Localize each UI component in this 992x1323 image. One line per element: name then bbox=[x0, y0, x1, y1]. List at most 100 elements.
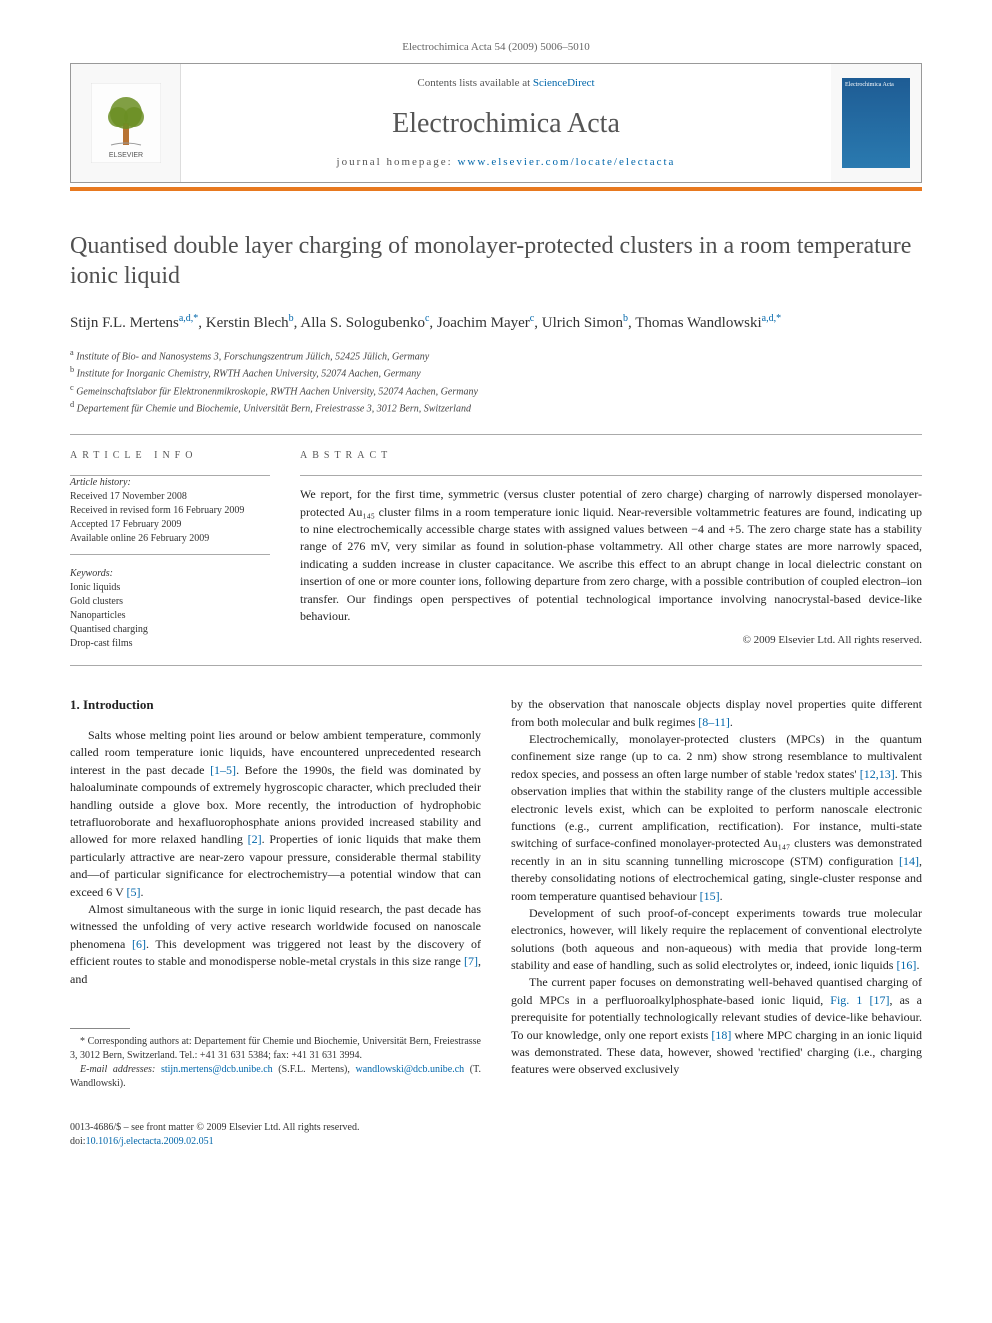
email-link[interactable]: wandlowski@dcb.unibe.ch bbox=[356, 1064, 465, 1075]
footnote-divider bbox=[70, 1028, 130, 1029]
author-affil: b bbox=[623, 313, 628, 324]
keyword: Quantised charging bbox=[70, 623, 270, 637]
keyword: Gold clusters bbox=[70, 595, 270, 609]
text: . bbox=[730, 715, 733, 729]
history-label: Article history: bbox=[70, 476, 270, 490]
affiliation-text: Gemeinschaftslabor für Elektronenmikrosk… bbox=[76, 386, 478, 397]
authors-list: Stijn F.L. Mertensa,d,*, Kerstin Blechb,… bbox=[70, 311, 922, 335]
divider bbox=[70, 434, 922, 435]
right-column: by the observation that nanoscale object… bbox=[511, 696, 922, 1091]
author: Ulrich Simon bbox=[542, 315, 623, 331]
ref-link[interactable]: [18] bbox=[711, 1028, 731, 1042]
ref-link[interactable]: [5] bbox=[127, 885, 141, 899]
text: . bbox=[141, 885, 144, 899]
ref-link[interactable]: [17] bbox=[869, 993, 889, 1007]
homepage-prefix: journal homepage: bbox=[337, 156, 458, 168]
keyword: Drop-cast films bbox=[70, 637, 270, 651]
info-abstract-row: ARTICLE INFO Article history: Received 1… bbox=[70, 449, 922, 651]
divider bbox=[300, 475, 922, 476]
affiliation: b Institute for Inorganic Chemistry, RWT… bbox=[70, 364, 922, 381]
author: Stijn F.L. Mertens bbox=[70, 315, 179, 331]
ref-link[interactable]: [14] bbox=[899, 854, 919, 868]
abstract-copyright: © 2009 Elsevier Ltd. All rights reserved… bbox=[300, 633, 922, 648]
doi-line: doi:10.1016/j.electacta.2009.02.051 bbox=[70, 1135, 922, 1149]
article-title: Quantised double layer charging of monol… bbox=[70, 231, 922, 291]
article-info-label: ARTICLE INFO bbox=[70, 449, 270, 463]
keyword: Ionic liquids bbox=[70, 581, 270, 595]
ref-link[interactable]: [12,13] bbox=[860, 767, 895, 781]
homepage-link[interactable]: www.elsevier.com/locate/electacta bbox=[457, 156, 675, 168]
affiliation-text: Institute of Bio- and Nanosystems 3, For… bbox=[76, 351, 429, 362]
paragraph: Development of such proof-of-concept exp… bbox=[511, 905, 922, 975]
keyword: Nanoparticles bbox=[70, 609, 270, 623]
header-citation: Electrochimica Acta 54 (2009) 5006–5010 bbox=[70, 40, 922, 55]
author-affil: b bbox=[289, 313, 294, 324]
keywords-label: Keywords: bbox=[70, 567, 270, 581]
text: Development of such proof-of-concept exp… bbox=[511, 906, 922, 972]
author-affil: c bbox=[425, 313, 429, 324]
author-corr: * bbox=[193, 313, 198, 324]
ref-link[interactable]: [6] bbox=[132, 937, 146, 951]
author: Joachim Mayer bbox=[437, 315, 530, 331]
email-footnote: E-mail addresses: stijn.mertens@dcb.unib… bbox=[70, 1063, 481, 1091]
author-affil: a,d, bbox=[762, 313, 776, 324]
article-info: ARTICLE INFO Article history: Received 1… bbox=[70, 449, 270, 651]
paragraph: Salts whose melting point lies around or… bbox=[70, 727, 481, 901]
text: . This observation implies that within t… bbox=[511, 767, 922, 868]
page-footer: 0013-4686/$ – see front matter © 2009 El… bbox=[70, 1121, 922, 1149]
corresponding-footnote: * Corresponding authors at: Departement … bbox=[70, 1035, 481, 1063]
text: . bbox=[916, 958, 919, 972]
ref-link[interactable]: [15] bbox=[700, 889, 720, 903]
author: Kerstin Blech bbox=[206, 315, 289, 331]
history-item: Available online 26 February 2009 bbox=[70, 532, 270, 546]
orange-divider bbox=[70, 187, 922, 191]
author-affil: c bbox=[530, 313, 534, 324]
ref-link[interactable]: [2] bbox=[248, 832, 262, 846]
svg-text:ELSEVIER: ELSEVIER bbox=[108, 152, 142, 159]
body-columns: 1. Introduction Salts whose melting poin… bbox=[70, 696, 922, 1091]
text: . bbox=[720, 889, 723, 903]
elsevier-logo-icon: ELSEVIER bbox=[91, 83, 161, 163]
paragraph: Electrochemically, monolayer-protected c… bbox=[511, 731, 922, 905]
divider bbox=[70, 554, 270, 555]
homepage-line: journal homepage: www.elsevier.com/locat… bbox=[337, 155, 676, 170]
author: Thomas Wandlowski bbox=[635, 315, 761, 331]
fig-link[interactable]: Fig. 1 bbox=[830, 993, 862, 1007]
contents-prefix: Contents lists available at bbox=[417, 77, 532, 89]
email-label: E-mail addresses: bbox=[80, 1064, 161, 1075]
affiliation: c Gemeinschaftslabor für Elektronenmikro… bbox=[70, 382, 922, 399]
sciencedirect-link[interactable]: ScienceDirect bbox=[533, 77, 595, 89]
history-item: Received 17 November 2008 bbox=[70, 490, 270, 504]
abstract: ABSTRACT We report, for the first time, … bbox=[300, 449, 922, 651]
divider bbox=[70, 665, 922, 666]
journal-cover-box: Electrochimica Acta bbox=[831, 64, 921, 182]
affiliation-text: Departement für Chemie und Biochemie, Un… bbox=[77, 403, 471, 414]
banner-center: Contents lists available at ScienceDirec… bbox=[181, 64, 831, 182]
history-item: Accepted 17 February 2009 bbox=[70, 518, 270, 532]
affiliation-text: Institute for Inorganic Chemistry, RWTH … bbox=[77, 369, 421, 380]
section-heading: 1. Introduction bbox=[70, 696, 481, 715]
ref-link[interactable]: [7] bbox=[464, 954, 478, 968]
affiliations: a Institute of Bio- and Nanosystems 3, F… bbox=[70, 347, 922, 416]
history-item: Received in revised form 16 February 200… bbox=[70, 504, 270, 518]
contents-line: Contents lists available at ScienceDirec… bbox=[417, 76, 594, 91]
author: Alla S. Sologubenko bbox=[300, 315, 425, 331]
author-affil: a,d, bbox=[179, 313, 193, 324]
paragraph: by the observation that nanoscale object… bbox=[511, 696, 922, 731]
doi-link[interactable]: 10.1016/j.electacta.2009.02.051 bbox=[86, 1136, 214, 1147]
paragraph: Almost simultaneous with the surge in io… bbox=[70, 901, 481, 988]
abstract-text: We report, for the first time, symmetric… bbox=[300, 486, 922, 625]
journal-banner: ELSEVIER Contents lists available at Sci… bbox=[70, 63, 922, 183]
issn-line: 0013-4686/$ – see front matter © 2009 El… bbox=[70, 1121, 922, 1135]
ref-link[interactable]: [16] bbox=[896, 958, 916, 972]
text: (S.F.L. Mertens), bbox=[273, 1064, 356, 1075]
affiliation: d Departement für Chemie und Biochemie, … bbox=[70, 399, 922, 416]
email-link[interactable]: stijn.mertens@dcb.unibe.ch bbox=[161, 1064, 273, 1075]
journal-name: Electrochimica Acta bbox=[392, 104, 620, 143]
ref-link[interactable]: [1–5] bbox=[210, 763, 236, 777]
ref-link[interactable]: [8–11] bbox=[698, 715, 730, 729]
author-corr: * bbox=[776, 313, 781, 324]
abstract-label: ABSTRACT bbox=[300, 449, 922, 463]
doi-label: doi: bbox=[70, 1136, 86, 1147]
journal-cover-icon: Electrochimica Acta bbox=[842, 78, 910, 168]
